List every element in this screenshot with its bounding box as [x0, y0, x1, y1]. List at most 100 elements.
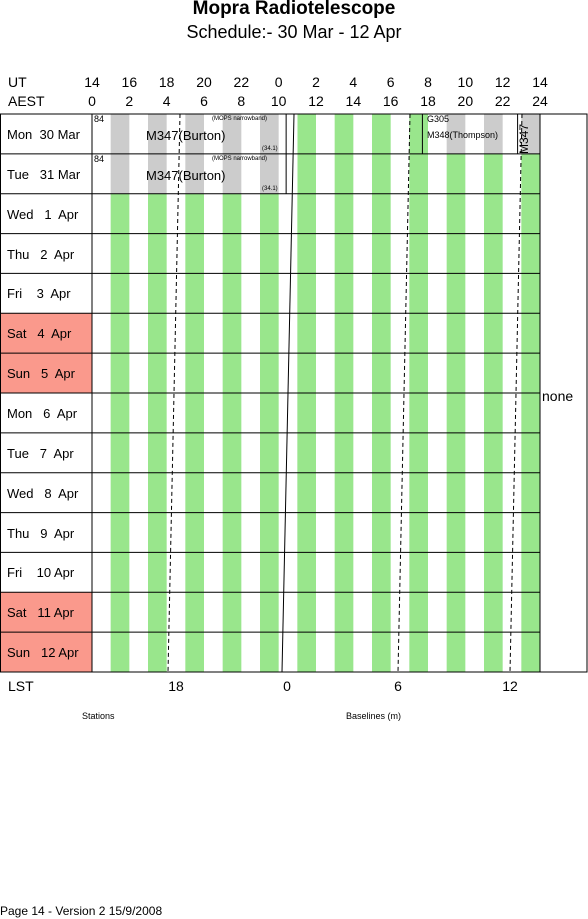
aest-tick-label: 6: [200, 93, 208, 109]
aest-tick-label: 22: [494, 93, 511, 109]
gray-band: [446, 114, 466, 154]
ut-tick-label: 14: [532, 74, 548, 90]
day-cell: [0, 353, 92, 393]
day-label: Fri 3 Apr: [7, 286, 71, 302]
gray-band: [222, 114, 242, 154]
aest-tick-label: 2: [125, 93, 134, 109]
ut-tick-label: 16: [121, 74, 138, 90]
booking-note-row2: (MOPS narrowband): [212, 156, 268, 162]
day-cell: [0, 592, 92, 633]
day-label: Mon 6 Apr: [7, 405, 78, 421]
aest-tick-label: 20: [457, 93, 474, 109]
station-code-row2: 84: [94, 154, 105, 164]
day-cell: [0, 313, 92, 354]
day-cell: [0, 273, 92, 314]
day-cell: [0, 632, 92, 672]
aest-tick-label: 10: [270, 93, 287, 109]
gray-band: [222, 153, 242, 194]
day-label: Wed 8 Apr: [7, 485, 79, 501]
booking-block: [428, 114, 522, 154]
day-label: Tue 7 Apr: [7, 445, 74, 461]
gray-band: [148, 153, 167, 194]
day-label: Sat 4 Apr: [7, 326, 72, 342]
gray-band: [484, 114, 503, 154]
aest-tick-label: 8: [237, 93, 246, 109]
lst-tick-label: 0: [283, 678, 291, 694]
gray-band: [260, 114, 279, 154]
aest-tick-label: 16: [382, 93, 399, 109]
gray-band: [521, 114, 541, 154]
ut-tick-label: 18: [158, 74, 175, 90]
day-cell: [0, 512, 92, 553]
lst-tick-label: 12: [502, 678, 518, 694]
day-label: Fri 10 Apr: [7, 565, 75, 581]
booking-config-row2: (34.1): [262, 186, 278, 192]
booking-project-row2[interactable]: M347(Burton): [146, 168, 226, 183]
booking-block: [281, 114, 298, 154]
day-label: Thu 2 Apr: [7, 246, 75, 262]
ut-label: UT: [8, 74, 27, 90]
aest-tick-label: 14: [345, 93, 362, 109]
ut-tick-label: 4: [349, 74, 358, 90]
ut-tick-label: 22: [233, 74, 250, 90]
booking-note-row1: (MOPS narrowband): [212, 116, 268, 122]
lst-line: [167, 113, 181, 673]
day-label: Thu 9 Apr: [7, 525, 75, 541]
lst-line: [397, 113, 411, 673]
ut-tick-label: 10: [457, 74, 474, 90]
booking-config-row1: (34.1): [262, 146, 278, 152]
day-label: Sun 12 Apr: [7, 645, 79, 661]
day-cell: [0, 233, 92, 274]
ut-tick-label: 6: [386, 74, 395, 90]
day-label: Sat 11 Apr: [7, 605, 74, 621]
booking-project-row1[interactable]: M347(Burton): [146, 128, 226, 143]
day-cell: [0, 472, 92, 513]
day-label: Tue 31 Mar: [7, 166, 81, 182]
gray-band: [110, 114, 130, 154]
booking-block: [281, 153, 298, 194]
page-title: Mopra Radiotelescope: [192, 0, 396, 19]
gray-band: [110, 153, 130, 194]
baselines-label: Baselines (m): [346, 711, 402, 721]
lst-line: [281, 113, 295, 673]
aest-tick-label: 12: [308, 93, 324, 109]
stations-label: Stations: [82, 711, 115, 721]
aest-label: AEST: [8, 93, 45, 109]
page-info: Page 14 - Version 2 15/9/2008: [0, 904, 163, 918]
aest-tick-label: 0: [88, 93, 96, 109]
schedule-range: Schedule:- 30 Mar - 12 Apr: [186, 22, 402, 42]
side-note: none: [542, 388, 574, 404]
day-cell: [0, 114, 92, 154]
ut-tick-label: 14: [84, 74, 100, 90]
station-code-row1: 84: [94, 114, 105, 124]
day-label: Mon 30 Mar: [7, 127, 80, 142]
lst-line: [509, 113, 523, 673]
lst-tick-label: 18: [168, 678, 184, 694]
day-cell: [0, 193, 92, 234]
gray-band: [260, 153, 279, 194]
ut-tick-label: 8: [424, 74, 432, 90]
side-frame: [539, 113, 588, 673]
ut-tick-label: 2: [312, 74, 320, 90]
day-cell: [0, 552, 92, 593]
day-cell: [0, 432, 92, 473]
day-label: Wed 1 Apr: [7, 206, 79, 222]
ut-tick-label: 20: [196, 74, 212, 90]
day-label: Sun 5 Apr: [7, 366, 75, 382]
lst-tick-label: 6: [394, 678, 402, 694]
booking-project-m348[interactable]: M348(Thompson): [427, 130, 499, 140]
aest-tick-label: 18: [420, 93, 436, 109]
booking-project-m347-vertical[interactable]: M347: [517, 123, 531, 154]
ut-tick-label: 12: [494, 74, 511, 90]
day-cell: [0, 153, 92, 194]
ut-tick-label: 0: [274, 74, 283, 90]
booking-code-g305: G305: [427, 114, 450, 124]
lst-label: LST: [8, 678, 34, 694]
aest-tick-label: 4: [162, 93, 171, 109]
gray-band: [185, 153, 205, 194]
aest-tick-label: 24: [532, 93, 548, 109]
gray-band: [148, 114, 167, 154]
gray-band: [185, 114, 205, 154]
day-cell: [0, 392, 92, 433]
